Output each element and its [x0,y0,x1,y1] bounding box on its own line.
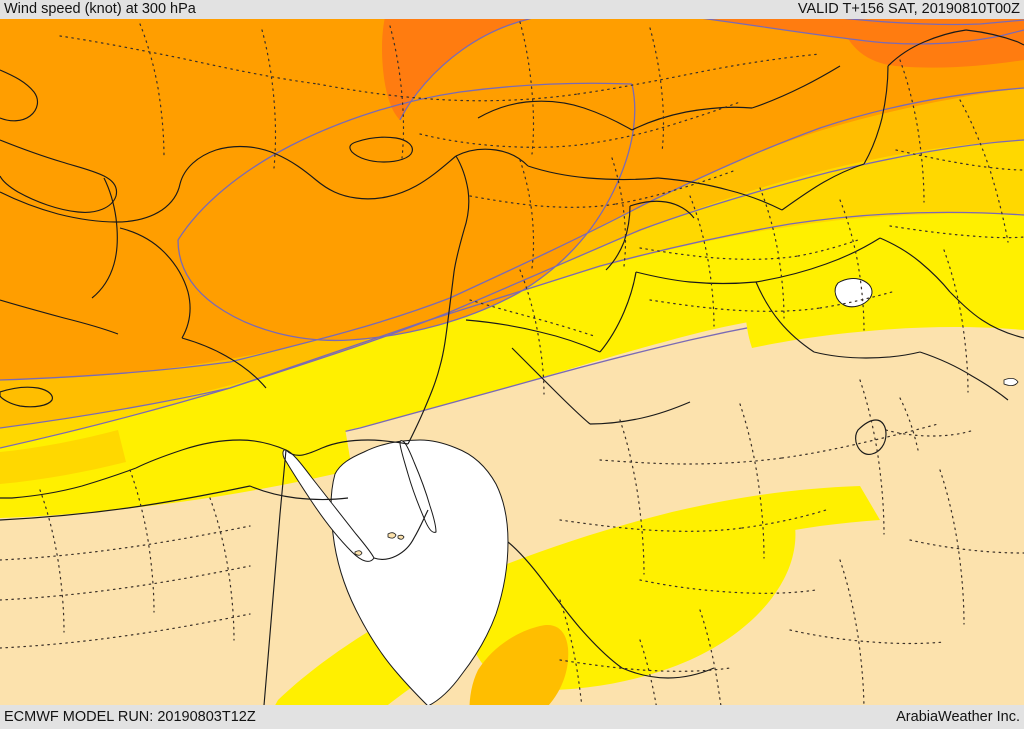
provider-label: ArabiaWeather Inc. [896,708,1020,725]
band-deep-orange-ne [840,18,1024,68]
lake-small-se [1003,378,1019,386]
model-run-label: ECMWF MODEL RUN: 20190803T12Z [4,708,256,725]
bottom-info-bar: ECMWF MODEL RUN: 20190803T12Z ArabiaWeat… [0,705,1024,729]
valid-time-label: VALID T+156 SAT, 20190810T00Z [797,1,1020,18]
red-sea-islet-a [387,532,397,539]
red-sea-islet-c [354,550,363,556]
map-title: Wind speed (knot) at 300 hPa [4,1,196,18]
band-yellow-ne [745,227,1024,348]
band-yellow-south-swath [0,428,352,518]
band-gold-yemen [469,624,569,729]
gulf-of-aqaba [399,440,437,533]
band-orange-plume [178,83,634,341]
red-sea [330,439,509,707]
gulf-of-suez [282,449,375,562]
band-gold-left [0,430,126,484]
red-sea-islet-b [397,534,405,540]
top-info-bar: Wind speed (knot) at 300 hPa VALID T+156… [0,0,1024,19]
